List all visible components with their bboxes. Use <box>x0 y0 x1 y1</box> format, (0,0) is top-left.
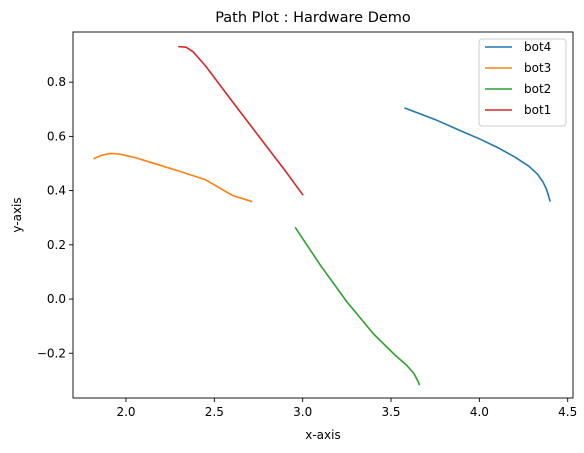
legend-label-bot4: bot4 <box>524 40 551 54</box>
y-tick-label: 0.8 <box>47 75 66 89</box>
x-axis-ticks: 2.0 2.5 3.0 3.5 4.0 4.5 <box>116 398 577 419</box>
chart-title: Path Plot : Hardware Demo <box>215 10 411 26</box>
y-axis-label: y-axis <box>10 197 24 232</box>
y-axis-ticks: −0.2 0.0 0.2 0.4 0.6 0.8 <box>37 75 73 360</box>
legend-label-bot1: bot1 <box>524 103 551 117</box>
plot-lines <box>93 45 552 386</box>
series-line-bot4 <box>404 107 552 202</box>
x-tick-label: 2.5 <box>205 405 224 419</box>
x-axis-label: x-axis <box>305 428 340 442</box>
y-tick-label: 0.6 <box>47 129 66 143</box>
legend-label-bot3: bot3 <box>524 61 551 75</box>
series-line-bot1 <box>178 45 304 196</box>
x-tick-label: 3.0 <box>293 405 312 419</box>
y-tick-label: 0.0 <box>47 292 66 306</box>
y-tick-label: 0.4 <box>47 184 66 198</box>
x-tick-label: 4.0 <box>470 405 489 419</box>
x-tick-label: 2.0 <box>116 405 135 419</box>
legend: bot4 bot3 bot2 bot1 <box>478 38 567 127</box>
y-tick-label: 0.2 <box>47 238 66 252</box>
plot-frame <box>72 31 574 399</box>
series-line-bot2 <box>294 226 421 386</box>
legend-box <box>478 38 567 127</box>
x-tick-label: 4.5 <box>558 405 577 419</box>
legend-label-bot2: bot2 <box>524 82 551 96</box>
x-tick-label: 3.5 <box>381 405 400 419</box>
y-tick-label: −0.2 <box>37 346 66 360</box>
series-line-bot3 <box>93 152 253 203</box>
